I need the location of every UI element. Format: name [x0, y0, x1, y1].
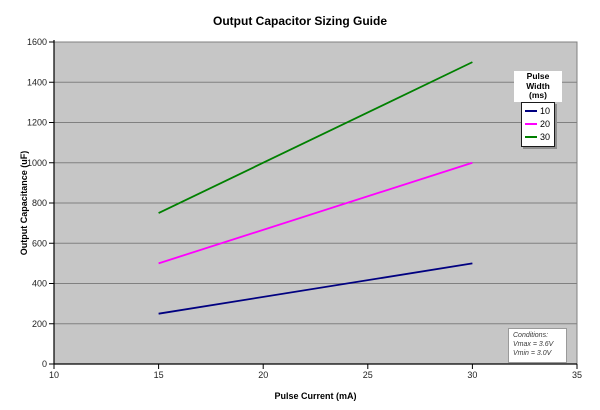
y-axis-title: Output Capacitance (uF) — [19, 150, 29, 256]
legend-title-line: (ms) — [529, 90, 547, 100]
legend-entries: 10 20 30 — [520, 101, 555, 147]
conditions-line: Conditions: — [513, 332, 549, 339]
legend-line-sample — [524, 123, 537, 125]
legend-line-sample — [524, 136, 537, 138]
series-line-10 — [158, 262, 473, 315]
x-axis-title: Pulse Current (mA) — [274, 391, 357, 401]
y-tick-label-800: 800 — [32, 198, 47, 208]
legend-entry-30: 30 — [524, 131, 550, 144]
conditions-box: Conditions: Vmax = 3.6V Vmin = 3.0V — [508, 328, 567, 363]
conditions-line: Vmax = 3.6V — [513, 341, 554, 348]
legend-entry-label: 30 — [539, 131, 550, 142]
y-tick-label-0: 0 — [42, 359, 47, 369]
y-tick-label-600: 600 — [32, 238, 47, 248]
legend-line-sample — [524, 110, 537, 112]
series-line-30 — [158, 61, 473, 214]
y-tick-label-400: 400 — [32, 279, 47, 289]
legend: Pulse Width (ms) 10 20 30 — [514, 71, 562, 147]
x-tick-label-25: 25 — [363, 370, 373, 380]
legend-entry-20: 20 — [524, 118, 550, 131]
series-line-20 — [158, 161, 473, 265]
x-tick-label-20: 20 — [258, 370, 268, 380]
x-tick-label-35: 35 — [572, 370, 582, 380]
conditions-line: Vmin = 3.0V — [513, 350, 552, 357]
y-tick-label-1000: 1000 — [27, 158, 47, 168]
legend-entry-label: 20 — [539, 118, 550, 129]
y-tick-label-1600: 1600 — [27, 37, 47, 47]
legend-title-line: Pulse Width — [526, 71, 550, 91]
legend-title: Pulse Width (ms) — [514, 71, 562, 102]
chart-title: Output Capacitor Sizing Guide — [213, 14, 387, 28]
x-tick-label-30: 30 — [467, 370, 477, 380]
x-tick-label-10: 10 — [49, 370, 59, 380]
legend-entry-label: 10 — [539, 105, 550, 116]
y-tick-label-200: 200 — [32, 319, 47, 329]
legend-entry-10: 10 — [524, 105, 550, 118]
x-tick-label-15: 15 — [154, 370, 164, 380]
y-tick-label-1200: 1200 — [27, 118, 47, 128]
y-tick-label-1400: 1400 — [27, 77, 47, 87]
